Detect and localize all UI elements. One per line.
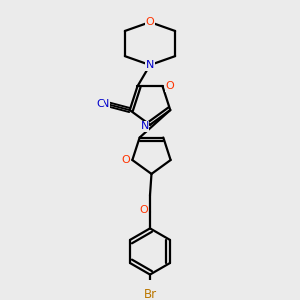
Text: O: O	[146, 17, 154, 27]
Text: N: N	[146, 60, 154, 70]
Text: O: O	[139, 205, 148, 215]
Text: N: N	[101, 99, 109, 109]
Text: O: O	[122, 155, 130, 165]
Text: Br: Br	[143, 288, 157, 300]
Text: O: O	[166, 81, 174, 91]
Text: N: N	[140, 121, 149, 131]
Text: C: C	[96, 99, 104, 109]
